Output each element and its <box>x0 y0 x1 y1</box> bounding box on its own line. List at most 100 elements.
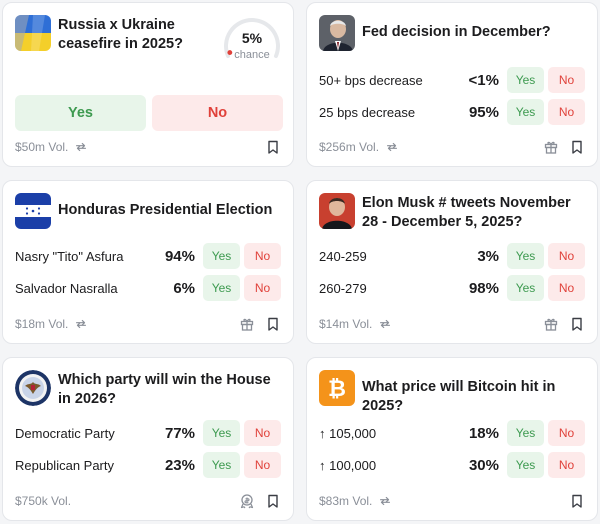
outcome-row: 25 bps decrease 95% Yes No <box>319 97 585 127</box>
market-title[interactable]: What price will Bitcoin hit in 2025? <box>362 379 556 414</box>
elon-musk-portrait-icon <box>319 193 355 229</box>
outcome-row: Salvador Nasralla 6% Yes No <box>15 273 281 303</box>
volume-label: $83m Vol. <box>319 494 373 508</box>
repeat-icon <box>385 140 399 154</box>
card-footer: $18m Vol. <box>15 315 281 333</box>
chance-value: 5% <box>241 30 263 46</box>
outcome-label: 260-279 <box>319 280 367 296</box>
yes-button[interactable]: Yes <box>507 99 544 125</box>
no-button[interactable]: No <box>548 67 585 93</box>
yes-button[interactable]: Yes <box>203 243 240 269</box>
yes-button[interactable]: Yes <box>507 243 544 269</box>
outcome-percent: 98% <box>468 279 499 297</box>
no-button[interactable]: No <box>548 243 585 269</box>
honduras-flag-icon <box>15 193 51 229</box>
bookmark-icon[interactable] <box>569 493 585 509</box>
no-button[interactable]: No <box>244 243 281 269</box>
bookmark-icon[interactable] <box>569 316 585 332</box>
outcome-row: 260-279 98% Yes No <box>319 273 585 303</box>
rewards-icon[interactable] <box>239 493 255 509</box>
gift-icon[interactable] <box>543 139 559 155</box>
yes-button[interactable]: Yes <box>203 275 240 301</box>
repeat-icon <box>74 140 88 154</box>
outcome-label: ↑ 100,000 <box>319 457 377 473</box>
volume-label: $18m Vol. <box>15 317 69 331</box>
no-button[interactable]: No <box>152 95 283 131</box>
outcome-row: 50+ bps decrease <1% Yes No <box>319 65 585 95</box>
yes-button[interactable]: Yes <box>203 452 240 478</box>
card-footer: $83m Vol. <box>319 492 585 510</box>
no-button[interactable]: No <box>244 275 281 301</box>
outcome-label: 50+ bps decrease <box>319 72 423 88</box>
gift-icon[interactable] <box>239 316 255 332</box>
outcome-row: ↑ 105,000 18% Yes No <box>319 418 585 448</box>
repeat-icon <box>378 317 392 331</box>
outcome-percent: 94% <box>164 247 195 265</box>
market-title[interactable]: Which party will win the House in 2026? <box>58 372 271 407</box>
repeat-icon <box>378 494 392 508</box>
outcome-percent: 3% <box>477 247 499 265</box>
yes-button[interactable]: Yes <box>507 67 544 93</box>
volume-label: $750k Vol. <box>15 494 72 508</box>
outcome-percent: 23% <box>164 456 195 474</box>
outcome-row: Republican Party 23% Yes No <box>15 450 281 480</box>
no-button[interactable]: No <box>548 420 585 446</box>
market-title[interactable]: Honduras Presidential Election <box>58 202 273 218</box>
no-button[interactable]: No <box>548 275 585 301</box>
volume-label: $50m Vol. <box>15 140 69 154</box>
market-card-russia-ukraine[interactable]: Russia x Ukraine ceasefire in 2025? 5% c… <box>2 2 294 167</box>
market-title[interactable]: Russia x Ukraine ceasefire in 2025? <box>58 17 183 52</box>
bookmark-icon[interactable] <box>569 139 585 155</box>
market-card-elon-tweets[interactable]: Elon Musk # tweets November 28 - Decembe… <box>306 180 598 344</box>
no-button[interactable]: No <box>548 452 585 478</box>
bookmark-icon[interactable] <box>265 139 281 155</box>
market-title[interactable]: Elon Musk # tweets November 28 - Decembe… <box>362 195 571 230</box>
outcome-label: Republican Party <box>15 457 114 473</box>
bitcoin-icon: ₿ <box>319 370 355 406</box>
no-button[interactable]: No <box>548 99 585 125</box>
yes-button[interactable]: Yes <box>15 95 146 131</box>
ukraine-flag-icon <box>15 15 51 51</box>
card-footer: $750k Vol. <box>15 492 281 510</box>
house-seal-icon <box>15 370 51 406</box>
yes-button[interactable]: Yes <box>507 275 544 301</box>
volume-label: $14m Vol. <box>319 317 373 331</box>
outcome-label: 25 bps decrease <box>319 104 416 120</box>
no-button[interactable]: No <box>244 452 281 478</box>
outcome-percent: 6% <box>173 279 195 297</box>
market-card-house-2026[interactable]: Which party will win the House in 2026? … <box>2 357 294 521</box>
gift-icon[interactable] <box>543 316 559 332</box>
outcome-percent: 18% <box>468 424 499 442</box>
outcome-percent: <1% <box>468 71 499 89</box>
outcome-percent: 30% <box>468 456 499 474</box>
fed-chair-portrait-icon <box>319 15 355 51</box>
outcome-label: 240-259 <box>319 248 367 264</box>
chance-label: chance <box>234 49 270 61</box>
market-card-fed-decision[interactable]: Fed decision in December? 50+ bps decrea… <box>306 2 598 167</box>
outcome-row: Nasry "Tito" Asfura 94% Yes No <box>15 241 281 271</box>
outcome-row: Democratic Party 77% Yes No <box>15 418 281 448</box>
card-footer: $50m Vol. <box>15 138 281 156</box>
bookmark-icon[interactable] <box>265 493 281 509</box>
yes-button[interactable]: Yes <box>507 452 544 478</box>
no-button[interactable]: No <box>244 420 281 446</box>
outcome-label: ↑ 105,000 <box>319 425 377 441</box>
outcome-row: ↑ 100,000 30% Yes No <box>319 450 585 480</box>
bookmark-icon[interactable] <box>265 316 281 332</box>
chance-gauge: 5% chance <box>221 11 283 67</box>
card-footer: $256m Vol. <box>319 138 585 156</box>
card-footer: $14m Vol. <box>319 315 585 333</box>
repeat-icon <box>74 317 88 331</box>
svg-text:₿: ₿ <box>328 377 346 402</box>
outcome-percent: 95% <box>468 103 499 121</box>
outcome-label: Democratic Party <box>15 425 115 441</box>
yes-button[interactable]: Yes <box>203 420 240 446</box>
outcome-percent: 77% <box>164 424 195 442</box>
outcome-label: Nasry "Tito" Asfura <box>15 248 124 264</box>
volume-label: $256m Vol. <box>319 140 380 154</box>
market-title[interactable]: Fed decision in December? <box>362 24 551 40</box>
market-card-bitcoin-price[interactable]: ₿ What price will Bitcoin hit in 2025? ↑… <box>306 357 598 521</box>
market-card-honduras-election[interactable]: Honduras Presidential Election Nasry "Ti… <box>2 180 294 344</box>
yes-button[interactable]: Yes <box>507 420 544 446</box>
outcome-label: Salvador Nasralla <box>15 280 118 296</box>
